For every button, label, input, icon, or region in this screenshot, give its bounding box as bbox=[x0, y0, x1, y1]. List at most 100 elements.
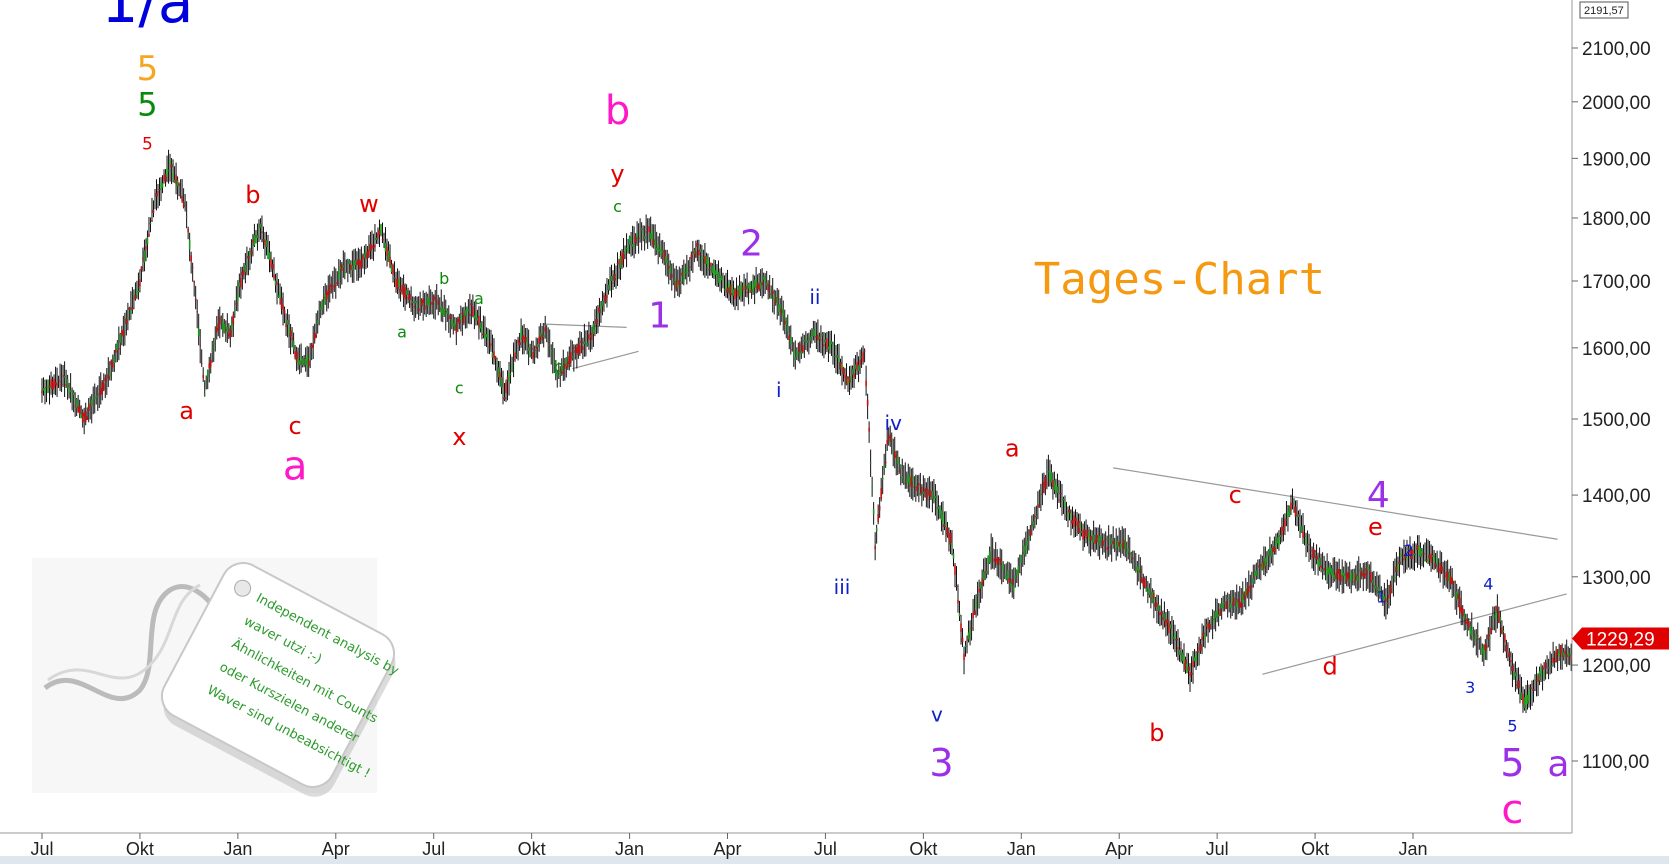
price-candle bbox=[341, 264, 343, 271]
price-candle bbox=[404, 287, 406, 300]
price-candle bbox=[1165, 619, 1167, 627]
price-candle bbox=[1547, 667, 1550, 669]
price-candle bbox=[743, 283, 745, 290]
price-candle bbox=[954, 564, 956, 575]
price-candle bbox=[163, 175, 165, 181]
price-candle bbox=[1332, 572, 1334, 578]
price-candle bbox=[655, 248, 658, 251]
price-candle bbox=[904, 482, 907, 484]
price-candle bbox=[249, 250, 251, 256]
price-candle bbox=[1428, 554, 1431, 559]
price-candle bbox=[589, 335, 592, 337]
price-candle bbox=[511, 364, 513, 371]
price-candle bbox=[417, 308, 420, 311]
price-candle bbox=[1498, 612, 1500, 624]
price-candle bbox=[832, 344, 834, 347]
price-candle bbox=[1279, 534, 1282, 537]
price-candle bbox=[1345, 573, 1348, 582]
price-candle bbox=[238, 282, 241, 287]
price-candle bbox=[1288, 505, 1291, 517]
price-candle bbox=[246, 262, 248, 265]
price-candle bbox=[1300, 526, 1303, 534]
price-candle bbox=[1476, 635, 1479, 637]
price-candle bbox=[1439, 562, 1441, 574]
price-candle bbox=[1085, 536, 1087, 539]
price-candle bbox=[473, 315, 476, 319]
price-candle bbox=[1383, 596, 1386, 601]
price-candle bbox=[1367, 566, 1369, 571]
time-tick-label: Okt bbox=[1301, 839, 1329, 859]
price-candle bbox=[1168, 622, 1170, 634]
price-candle bbox=[899, 465, 902, 468]
price-candle bbox=[551, 353, 554, 355]
price-candle bbox=[1091, 542, 1093, 544]
price-candle bbox=[704, 256, 706, 264]
price-candle bbox=[808, 335, 810, 337]
price-candle bbox=[470, 303, 473, 306]
price-candle bbox=[722, 278, 724, 281]
price-candle bbox=[749, 282, 751, 293]
price-candle bbox=[884, 461, 887, 464]
price-candle bbox=[1044, 476, 1047, 488]
price-candle bbox=[978, 588, 980, 593]
price-candle bbox=[1379, 589, 1381, 591]
price-candle bbox=[841, 364, 843, 369]
price-candle bbox=[1380, 593, 1383, 597]
price-candle bbox=[330, 283, 333, 287]
price-candle bbox=[762, 276, 765, 280]
tag-string bbox=[47, 583, 201, 682]
price-candle bbox=[208, 363, 211, 369]
price-candle bbox=[818, 336, 821, 339]
price-candle bbox=[62, 375, 64, 377]
price-candle bbox=[282, 305, 284, 310]
price-candle bbox=[1136, 566, 1139, 571]
price-candle bbox=[945, 522, 947, 527]
price-candle bbox=[1312, 548, 1315, 558]
price-candle bbox=[765, 282, 768, 286]
price-candle bbox=[693, 250, 696, 255]
price-candle bbox=[520, 328, 522, 339]
price-candle bbox=[1211, 619, 1214, 621]
time-axis: Jul Okt Jan Apr Jul Okt Jan Apr Jul Okt Jan Apr Jul O… bbox=[0, 832, 1669, 864]
price-candle bbox=[252, 239, 254, 243]
price-candle bbox=[773, 295, 776, 300]
price-candle bbox=[331, 288, 334, 290]
price-candle bbox=[1180, 647, 1182, 649]
price-candle bbox=[366, 251, 369, 259]
price-candle bbox=[880, 488, 882, 500]
price-candle bbox=[928, 489, 931, 496]
wave-label: b bbox=[439, 269, 449, 288]
price-candle bbox=[1440, 566, 1443, 571]
price-candle bbox=[710, 262, 712, 267]
price-candle bbox=[217, 323, 220, 331]
price-candle bbox=[1231, 596, 1234, 602]
price-candle bbox=[48, 385, 51, 388]
price-candle bbox=[619, 255, 622, 268]
wave-label: a bbox=[397, 323, 407, 342]
price-candle bbox=[1068, 509, 1071, 514]
price-candle bbox=[815, 336, 818, 338]
price-candle bbox=[612, 282, 614, 284]
price-candle bbox=[1464, 622, 1467, 625]
wave-annotations: 1/a555abcawabcxabbyc12iiiiiiivv3abcd4e12… bbox=[101, 0, 1669, 833]
price-candle bbox=[1186, 663, 1188, 673]
price-candle bbox=[738, 285, 741, 297]
price-candle bbox=[892, 450, 895, 453]
price-candle bbox=[497, 367, 500, 378]
wave-label: ii bbox=[809, 285, 820, 309]
price-candle bbox=[1481, 648, 1484, 653]
price-candle bbox=[1050, 471, 1053, 483]
price-candle bbox=[1492, 626, 1494, 628]
price-candle bbox=[125, 318, 128, 325]
price-candle bbox=[1535, 679, 1538, 681]
price-candle bbox=[277, 295, 280, 297]
price-candle bbox=[824, 339, 827, 343]
price-candle bbox=[594, 329, 596, 332]
price-candle bbox=[318, 312, 321, 314]
wave-label: 1/a bbox=[101, 0, 193, 36]
price-candle bbox=[482, 333, 485, 336]
price-candle bbox=[1454, 594, 1456, 596]
price-candle bbox=[395, 278, 397, 287]
price-candle bbox=[1391, 586, 1393, 588]
price-candle bbox=[910, 476, 913, 487]
